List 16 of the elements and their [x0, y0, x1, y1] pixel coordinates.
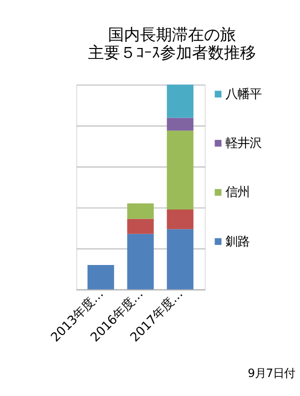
bar	[127, 234, 154, 290]
text: 9月7日付	[248, 366, 296, 380]
bar	[127, 203, 154, 219]
bar	[88, 264, 114, 290]
bar	[166, 130, 194, 210]
legend-label: 信州	[226, 185, 250, 200]
bar	[166, 229, 194, 290]
chart-title: 国内長期滞在の旅	[108, 24, 236, 44]
chart-subtitle: 主要５ｺｰｽ参加者数推移	[88, 42, 256, 62]
legend-label: 軽井沢	[226, 136, 262, 150]
bar	[127, 218, 154, 234]
bar	[166, 118, 194, 131]
legend-label: 釧路	[226, 234, 250, 248]
bar	[166, 210, 194, 230]
legend-label: 八幡平	[226, 86, 262, 101]
bar	[166, 84, 194, 118]
